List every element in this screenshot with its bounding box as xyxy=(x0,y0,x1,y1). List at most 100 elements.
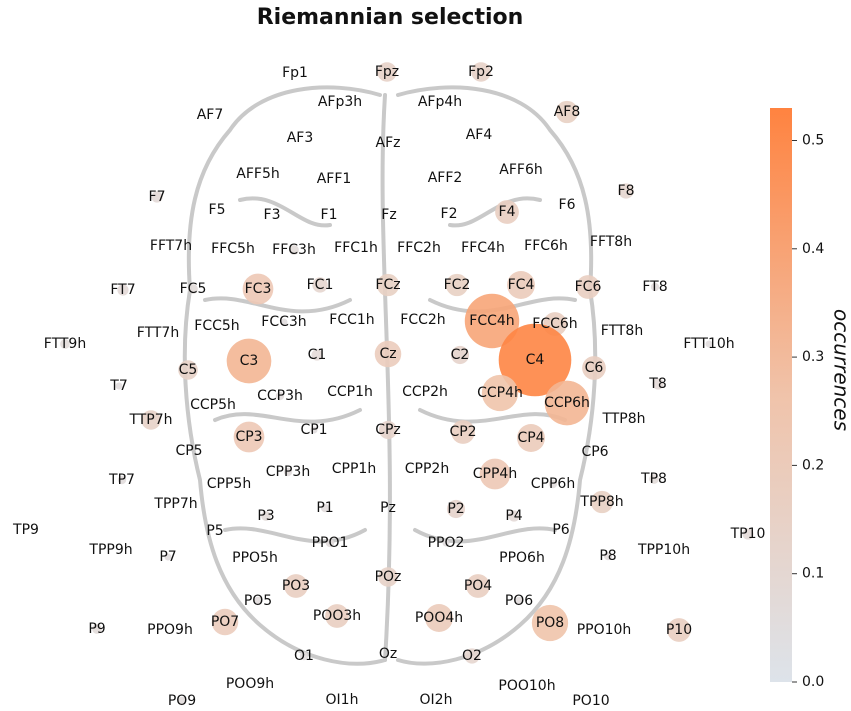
electrode-label: PO9 xyxy=(168,693,196,709)
electrode-label: P6 xyxy=(552,522,569,538)
electrode-label: POO4h xyxy=(415,610,463,626)
electrode-label: PO3 xyxy=(282,578,310,594)
electrode-label: POO3h xyxy=(313,608,361,624)
electrode-label: FCz xyxy=(375,277,400,293)
electrode-label: TTP7h xyxy=(128,412,172,428)
colorbar-label: occurrences xyxy=(830,309,851,431)
electrode-label: C5 xyxy=(179,362,198,378)
electrode-label: PPO1 xyxy=(312,535,349,551)
electrode-label: Fz xyxy=(381,207,396,223)
chart: Riemannian selection occurrences 0.00.10… xyxy=(0,0,851,711)
electrode-label: Fpz xyxy=(375,64,399,80)
electrode-label: CCP1h xyxy=(327,384,373,400)
electrode-label: CP3 xyxy=(235,429,262,445)
electrode-label: FCC1h xyxy=(329,312,374,328)
electrode-label: AF4 xyxy=(466,127,493,143)
electrode-label: TP9 xyxy=(12,522,39,538)
electrode-label: F8 xyxy=(618,183,635,199)
electrode-label: AFF2 xyxy=(428,170,463,186)
colorbar-tick-label: 0.3 xyxy=(802,349,824,365)
electrode-label: POz xyxy=(375,569,402,585)
electrode-label: TPP10h xyxy=(637,542,690,558)
electrode-label: FC5 xyxy=(180,281,207,297)
electrode-label: CPP4h xyxy=(473,466,517,482)
electrode-label: FTT7h xyxy=(137,325,179,341)
electrode-label: FFT8h xyxy=(590,234,632,250)
electrode-label: PPO2 xyxy=(428,535,465,551)
electrode-label: P4 xyxy=(505,508,522,524)
electrode-label: FFC1h xyxy=(334,240,378,256)
electrode-label: FFT7h xyxy=(150,238,192,254)
electrode-label: CCP4h xyxy=(477,385,523,401)
electrode-label: TPP8h xyxy=(579,494,623,510)
electrode-label: C3 xyxy=(240,353,259,369)
electrode-label: O2 xyxy=(462,648,482,664)
electrode-label: AFz xyxy=(376,135,401,151)
electrode-label: P5 xyxy=(206,523,223,539)
electrode-label: Fp2 xyxy=(468,64,494,80)
electrode-label: TPP9h xyxy=(88,542,132,558)
electrode-label: FCC4h xyxy=(469,313,514,329)
electrode-label: T8 xyxy=(648,376,666,392)
electrode-label: P8 xyxy=(599,548,616,564)
electrode-label: FTT10h xyxy=(683,336,734,352)
electrode-label: TP8 xyxy=(640,471,667,487)
electrode-label: P3 xyxy=(257,508,274,524)
electrode-label: CCP5h xyxy=(190,397,236,413)
electrode-label: F3 xyxy=(264,207,281,223)
colorbar-tick-label: 0.4 xyxy=(802,241,824,257)
electrode-label: AF8 xyxy=(554,104,581,120)
electrode-label: FT8 xyxy=(642,279,667,295)
electrode-label: CPP2h xyxy=(405,461,449,477)
electrode-label: PPO5h xyxy=(232,550,278,566)
electrode-label: P10 xyxy=(666,622,692,638)
electrode-label: AFp4h xyxy=(418,94,462,110)
electrode-label: PO8 xyxy=(536,615,564,631)
electrode-label: CCP6h xyxy=(544,395,590,411)
electrode-label: O1 xyxy=(294,648,314,664)
electrode-label: TP10 xyxy=(730,526,766,542)
electrode-label: PPO6h xyxy=(499,550,545,566)
electrode-label: Cz xyxy=(379,346,396,362)
electrode-label: FC2 xyxy=(444,277,471,293)
electrode-label: CCP2h xyxy=(402,384,448,400)
electrode-label: TPP7h xyxy=(153,496,197,512)
electrode-label: POO9h xyxy=(226,676,274,692)
electrode-label: CPP3h xyxy=(266,464,310,480)
electrode-label: AF3 xyxy=(287,130,314,146)
electrode-label: F2 xyxy=(441,206,458,222)
electrode-label: Pz xyxy=(380,500,396,516)
electrode-label: FFC4h xyxy=(461,240,505,256)
electrode-label: PPO9h xyxy=(147,622,193,638)
electrode-label: FC6 xyxy=(575,279,602,295)
electrode-label: AF7 xyxy=(197,107,224,123)
electrode-label: FTT8h xyxy=(601,323,643,339)
electrode-label: TTP8h xyxy=(601,411,645,427)
electrode-label: FC4 xyxy=(508,277,535,293)
electrode-label: FFC3h xyxy=(272,242,316,258)
electrode-label: F5 xyxy=(209,202,226,218)
electrode-label: P2 xyxy=(447,501,464,517)
electrode-label: P1 xyxy=(316,500,333,516)
electrode-label: FC1 xyxy=(307,277,334,293)
electrode-label: CP2 xyxy=(449,424,476,440)
electrode-label: AFF1 xyxy=(317,171,352,187)
electrode-label: CP5 xyxy=(175,443,202,459)
electrode-label: F1 xyxy=(321,207,338,223)
colorbar-tick-label: 0.1 xyxy=(802,566,824,582)
electrode-label: F7 xyxy=(149,189,166,205)
electrode-label: FCC3h xyxy=(261,314,306,330)
electrode-label: OI2h xyxy=(420,692,453,708)
electrode-label: CCP3h xyxy=(257,388,303,404)
colorbar xyxy=(770,108,792,682)
electrode-label: POO10h xyxy=(498,678,555,694)
electrode-label: C1 xyxy=(308,347,327,363)
electrode-label: AFp3h xyxy=(318,94,362,110)
electrode-label: PO4 xyxy=(464,578,492,594)
electrode-label: CPP6h xyxy=(531,476,575,492)
electrode-label: PPO10h xyxy=(577,622,632,638)
electrode-label: C6 xyxy=(585,360,604,376)
electrode-label: P7 xyxy=(159,549,176,565)
electrode-label: TP7 xyxy=(108,472,135,488)
electrode-label: C2 xyxy=(451,347,470,363)
